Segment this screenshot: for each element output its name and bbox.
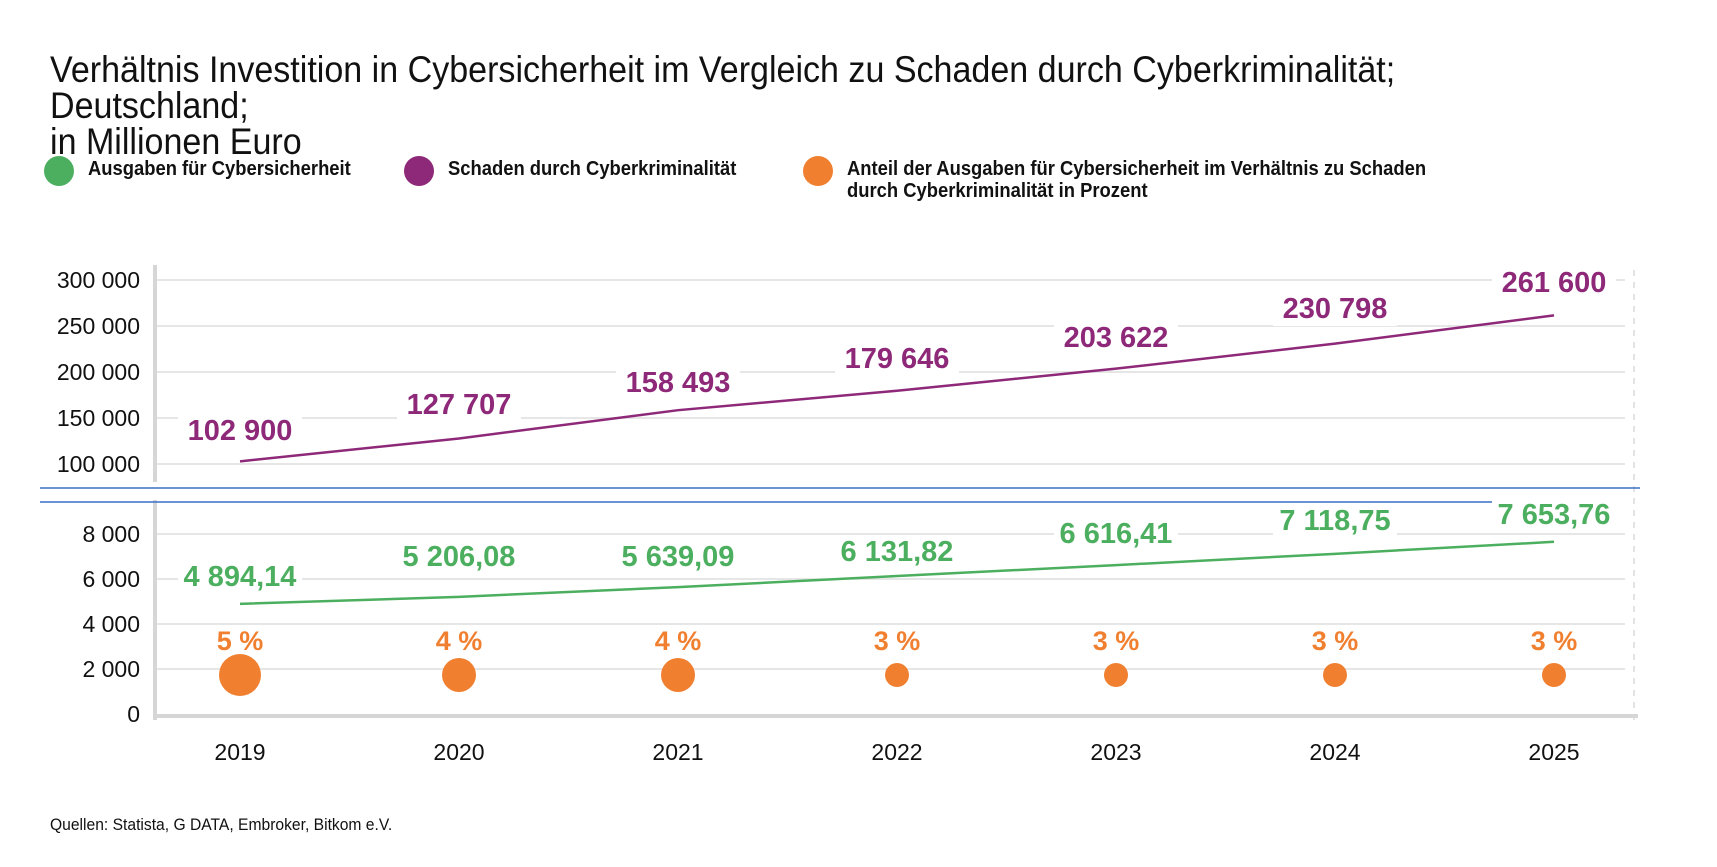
legend-item-schaden: Schaden durch Cyberkriminalität <box>404 156 761 186</box>
data-label-anteil: 4 % <box>655 626 702 656</box>
y-tick-label-upper: 200 000 <box>57 359 140 385</box>
data-label-bg-ausgaben <box>835 537 959 569</box>
data-label-bg-schaden <box>1273 294 1397 326</box>
chart-title-line2: in Millionen Euro <box>50 121 302 162</box>
chart-title: Verhältnis Investition in Cybersicherhei… <box>50 49 1559 162</box>
bubble-anteil <box>1542 663 1566 687</box>
y-tick-label-upper: 150 000 <box>57 405 140 431</box>
data-label-ausgaben: 6 616,41 <box>1060 518 1173 550</box>
legend-label-anteil-line1: Anteil der Ausgaben für Cybersicherheit … <box>847 158 1427 180</box>
data-label-ausgaben: 7 653,76 <box>1498 499 1611 531</box>
data-label-bg-ausgaben <box>616 542 740 574</box>
bubble-anteil <box>442 658 476 692</box>
data-label-bg-schaden <box>616 368 740 400</box>
y-tick-label-lower: 6 000 <box>82 566 140 592</box>
chart-title-line1: Verhältnis Investition in Cybersicherhei… <box>50 49 1396 126</box>
y-tick-label-lower: 8 000 <box>82 521 140 547</box>
legend-label-ausgaben: Ausgaben für Cybersicherheit <box>88 158 351 180</box>
data-label-bg-schaden <box>835 344 959 376</box>
y-tick-label-lower: 4 000 <box>82 611 140 637</box>
legend-label-schaden: Schaden durch Cyberkriminalität <box>448 158 737 180</box>
y-tick-label-upper: 300 000 <box>57 267 140 293</box>
legend-dot-orange <box>803 156 833 186</box>
legend-dot-purple <box>404 156 434 186</box>
data-label-ausgaben: 5 206,08 <box>403 541 516 573</box>
data-label-bg-schaden <box>397 390 521 422</box>
data-label-bg-ausgaben <box>397 542 521 574</box>
data-label-bg-ausgaben <box>1492 500 1616 532</box>
legend-item-anteil: Anteil der Ausgaben für Cybersicherheit … <box>803 156 1476 202</box>
x-tick-label: 2020 <box>433 739 484 765</box>
data-label-ausgaben: 7 118,75 <box>1279 505 1390 537</box>
data-label-anteil: 3 % <box>1312 626 1359 656</box>
data-label-bg-ausgaben <box>1054 519 1178 551</box>
data-label-schaden: 158 493 <box>626 367 731 399</box>
data-label-anteil: 5 % <box>217 626 264 656</box>
chart-plot: 300 000 250 000 200 000 150 000 100 000 8 000… <box>40 265 1640 765</box>
line-ausgaben <box>239 540 1555 606</box>
x-tick-label: 2025 <box>1528 739 1579 765</box>
data-label-ausgaben: 4 894,14 <box>184 561 297 593</box>
line-schaden <box>239 314 1555 463</box>
data-label-bg-ausgaben <box>1273 506 1397 538</box>
data-label-anteil: 3 % <box>874 626 921 656</box>
y-tick-label-lower: 2 000 <box>82 656 140 682</box>
data-label-bg-ausgaben <box>178 562 302 594</box>
data-label-schaden: 179 646 <box>845 343 950 375</box>
data-label-bg-schaden <box>1492 268 1616 300</box>
bubble-anteil <box>885 663 909 687</box>
data-label-schaden: 102 900 <box>188 415 293 447</box>
bubble-anteil <box>219 654 261 696</box>
bubble-anteil <box>661 658 695 692</box>
legend-item-ausgaben: Ausgaben für Cybersicherheit <box>44 156 374 186</box>
y-tick-label-upper: 250 000 <box>57 313 140 339</box>
x-tick-label: 2019 <box>214 739 265 765</box>
legend-label-anteil-line2: durch Cyberkriminalität in Prozent <box>847 180 1148 202</box>
data-label-anteil: 3 % <box>1093 626 1140 656</box>
data-label-schaden: 203 622 <box>1064 322 1169 354</box>
data-label-schaden: 261 600 <box>1502 267 1607 299</box>
data-label-schaden: 230 798 <box>1283 293 1388 325</box>
x-tick-label: 2024 <box>1309 739 1360 765</box>
data-label-ausgaben: 6 131,82 <box>841 536 954 568</box>
data-label-anteil: 3 % <box>1531 626 1578 656</box>
legend-dot-green <box>44 156 74 186</box>
data-label-bg-schaden <box>178 416 302 448</box>
data-label-anteil: 4 % <box>436 626 483 656</box>
data-label-ausgaben: 5 639,09 <box>622 541 735 573</box>
bubble-anteil <box>1323 663 1347 687</box>
x-tick-label: 2022 <box>871 739 922 765</box>
x-tick-label: 2023 <box>1090 739 1141 765</box>
data-label-bg-schaden <box>1054 323 1178 355</box>
bubble-anteil <box>1104 663 1128 687</box>
y-tick-label-upper: 100 000 <box>57 451 140 477</box>
legend-label-anteil: Anteil der Ausgaben für Cybersicherheit … <box>847 158 1426 202</box>
source-note: Quellen: Statista, G DATA, Embroker, Bit… <box>50 815 393 834</box>
y-tick-label-lower: 0 <box>127 701 140 727</box>
data-label-schaden: 127 707 <box>407 389 512 421</box>
x-tick-label: 2021 <box>652 739 703 765</box>
